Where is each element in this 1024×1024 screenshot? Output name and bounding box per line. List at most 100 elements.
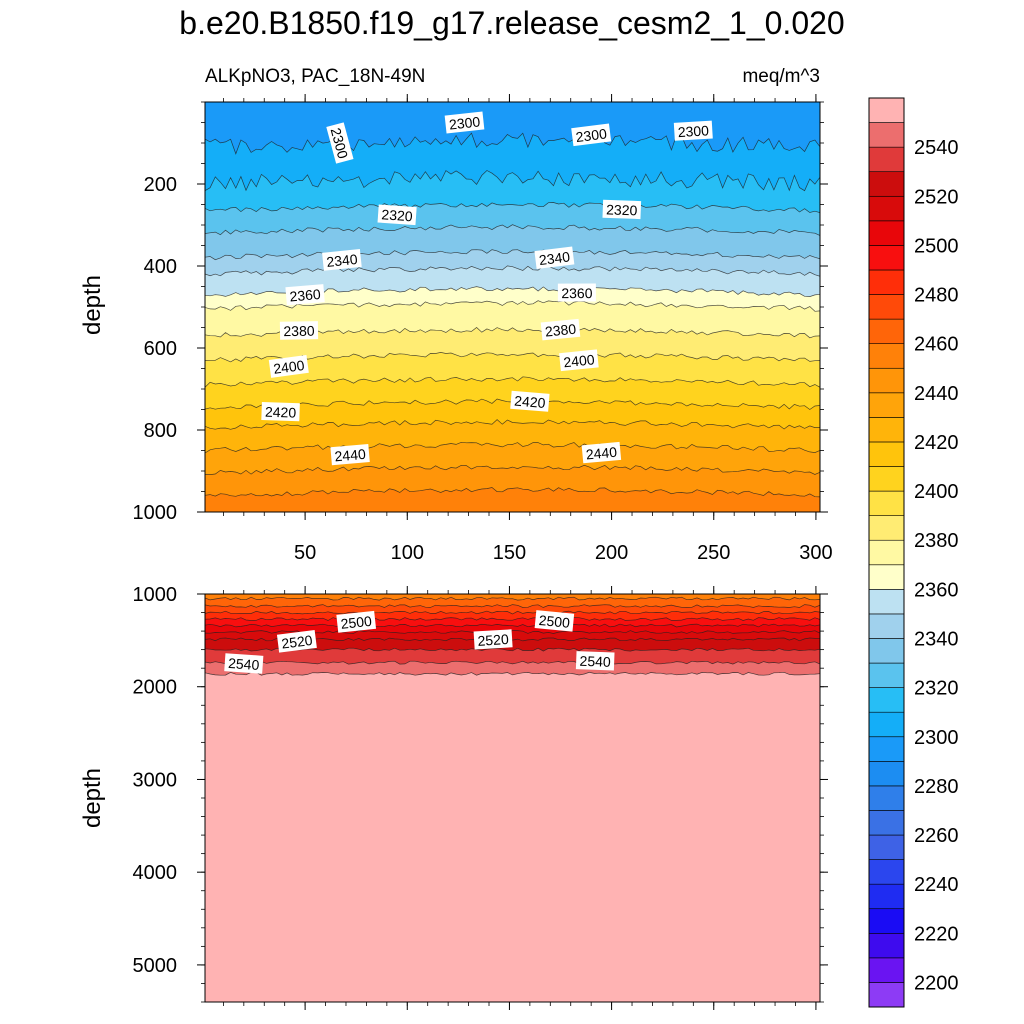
colorbar-box — [868, 245, 905, 271]
colorbar-box — [868, 490, 905, 516]
colorbar-box — [868, 392, 905, 418]
contour-label: 2540 — [224, 653, 264, 674]
contour-label-text: 2540 — [228, 655, 260, 673]
colorbar-box — [868, 441, 905, 467]
colorbar-box — [868, 97, 905, 123]
colorbar-tick-label: 2440 — [914, 383, 959, 405]
y-tick-label: 2000 — [133, 677, 178, 699]
colorbar-tick-label: 2380 — [914, 530, 959, 552]
colorbar-box — [868, 932, 905, 959]
colorbar-box — [868, 859, 905, 885]
colorbar-box — [868, 908, 905, 934]
contour-line-2340 — [205, 249, 820, 261]
units-label: meq/m^3 — [742, 66, 820, 87]
contour-label: 2500 — [336, 610, 377, 633]
y-tick-label: 1000 — [133, 502, 178, 524]
colorbar-box — [868, 687, 905, 713]
contour-line-2320 — [205, 202, 820, 213]
contour-label: 2360 — [285, 284, 325, 306]
colorbar-tick-label: 2320 — [914, 678, 959, 700]
contour-label: 2360 — [557, 283, 596, 302]
colorbar-box — [868, 810, 905, 836]
colorbar-tick-label: 2460 — [914, 334, 959, 356]
colorbar-box — [868, 294, 905, 320]
contour-label: 2300 — [571, 123, 612, 147]
contour-label-text: 2420 — [514, 393, 547, 411]
contour-label-text: 2440 — [585, 444, 618, 463]
y-tick-label: 3000 — [133, 769, 178, 791]
colorbar-box — [868, 318, 905, 344]
colorbar-tick-label: 2300 — [914, 727, 959, 749]
y-tick-label: 400 — [144, 256, 177, 278]
contour-label-text: 2500 — [340, 613, 373, 632]
contour-label-text: 2520 — [281, 632, 314, 652]
contour-label-text: 2540 — [579, 653, 611, 670]
y-tick-label: 1000 — [133, 584, 178, 606]
contour-line-2300 — [205, 132, 820, 155]
contour-line-2390 — [205, 351, 820, 363]
contour-label: 2380 — [279, 321, 319, 340]
colorbar-box — [868, 761, 905, 787]
colorbar-box — [868, 515, 905, 541]
colorbar-tick-label: 2480 — [914, 285, 959, 307]
colorbar-tick-label: 2520 — [914, 186, 959, 208]
colorbar-box — [868, 834, 905, 860]
contour-label-text: 2520 — [477, 631, 509, 649]
contour-line-2480 — [205, 610, 820, 615]
contour-line-2420 — [205, 419, 820, 430]
colorbar-box — [868, 589, 905, 615]
contour-label-text: 2400 — [563, 351, 596, 370]
colorbar-tick-label: 2540 — [914, 137, 959, 159]
contour-line-2460 — [205, 596, 820, 601]
contour-line-2310 — [205, 170, 820, 192]
y-axis-label: depth — [79, 768, 106, 828]
contour-label: 2520 — [473, 629, 513, 650]
contour-label: 2400 — [268, 354, 309, 378]
contour-line-2490 — [205, 617, 820, 621]
colorbar-box — [868, 883, 905, 910]
colorbar-tick-label: 2360 — [914, 579, 959, 601]
contour-label-text: 2500 — [538, 612, 571, 631]
contour-label: 2500 — [534, 610, 575, 632]
colorbar-box — [868, 957, 905, 983]
colorbar-box — [868, 417, 905, 443]
contour-label-text: 2340 — [326, 251, 359, 270]
contour-label: 2340 — [322, 248, 362, 271]
x-tick-label: 200 — [595, 542, 628, 564]
contour-label: 2380 — [540, 318, 581, 341]
x-tick-label: 250 — [697, 542, 730, 564]
colorbar-frame — [868, 97, 905, 1008]
contour-label: 2420 — [510, 390, 550, 412]
colorbar-box — [868, 662, 905, 688]
contour-label: 2420 — [261, 401, 300, 422]
contour-line-2440 — [205, 464, 820, 475]
colorbar-box — [868, 736, 905, 762]
colorbar-tick-label: 2260 — [914, 825, 959, 847]
y-tick-label: 5000 — [133, 955, 178, 977]
y-tick-label: 200 — [144, 174, 177, 196]
colorbar-box — [868, 171, 905, 197]
colorbar: 2200 2220 2240 2260 2280 2300 2320 2340 2360 2380… — [868, 97, 959, 1008]
contour-line-2470 — [205, 604, 820, 608]
contour-label: 2300 — [444, 111, 485, 134]
colorbar-box — [868, 539, 905, 566]
colorbar-box — [868, 982, 905, 1008]
colorbar-tick-label: 2200 — [914, 972, 959, 994]
contour-line-2450 — [205, 487, 820, 498]
colorbar-box — [868, 269, 905, 295]
colorbar-box — [868, 466, 905, 492]
contour-label: 2440 — [330, 444, 370, 466]
contour-label-text: 2380 — [544, 321, 577, 340]
contour-label: 2440 — [581, 441, 622, 464]
lower-panel: 2500 2500 2520 2520 2540 2540 1000 2000 3000 4000… — [79, 584, 828, 1010]
contour-label-text: 2320 — [381, 206, 413, 224]
contour-label-text: 2360 — [289, 286, 322, 305]
contour-line-2370 — [205, 300, 820, 312]
colorbar-box — [868, 711, 905, 738]
contour-label-text: 2380 — [283, 323, 315, 339]
contour-line-2500 — [205, 623, 820, 628]
colorbar-box — [868, 146, 905, 173]
x-tick-label: 300 — [799, 542, 832, 564]
contour-label: 2300 — [673, 120, 713, 141]
